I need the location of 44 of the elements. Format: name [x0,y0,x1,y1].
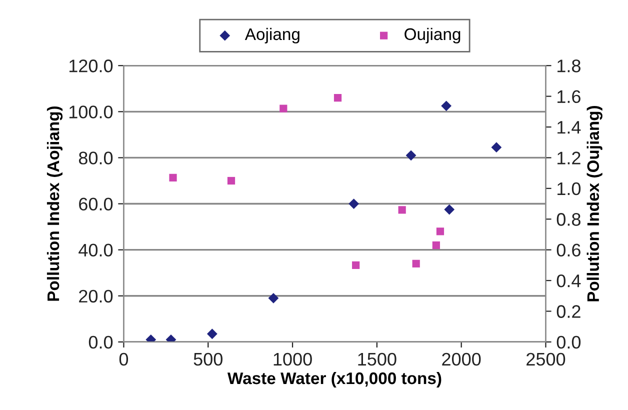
point [169,174,177,182]
y2-tick-label: 1.0 [558,182,581,196]
y2-tick-label: 1.2 [558,152,580,164]
point [352,261,360,269]
y-tick-label: 0.0 [88,336,113,349]
x-tick-label: 2000 [442,352,481,366]
y-axis-title: Pollution Index (Aojiang) [46,106,63,301]
y-tick-label: 20.0 [79,290,113,303]
y2-tick-label: 0.6 [556,244,580,257]
point [444,204,455,215]
y-tick-label: 60.0 [79,198,113,210]
point [398,206,406,214]
point [227,176,236,185]
y2-tick-label: 1.8 [558,60,580,72]
x-tick-label: 500 [194,352,222,366]
point [491,142,502,153]
y2-tick-label: 0.4 [556,274,581,288]
point [441,100,452,112]
legend-label: Oujiang [404,28,460,44]
point [432,241,440,250]
y-tick-label: 100.0 [70,106,113,118]
y2-tick-label: 1.4 [558,121,581,134]
point [280,104,288,112]
legend-label: Aojiang [244,28,300,44]
x-tick-label: 2500 [526,352,566,366]
y-tick-label: 80.0 [78,152,113,164]
y2-axis-title: Pollution Index (Oujiang) [586,106,602,302]
point [334,94,342,102]
point [412,260,420,268]
y2-tick-label: 0.0 [556,336,581,349]
x-tick-label: 1500 [358,352,396,366]
x-tick-label: 1000 [274,352,312,366]
point [436,228,444,236]
y2-tick-label: 1.6 [558,90,580,104]
point [206,328,218,340]
point [268,292,279,304]
point [348,198,359,209]
y2-tick-label: 0.8 [556,213,580,226]
y2-tick-label: 0.2 [556,305,580,318]
x-tick-label: 0 [119,352,128,366]
y-tick-label: 120.0 [70,60,113,72]
point [406,150,416,161]
y-tick-label: 40.0 [78,244,113,257]
x-axis-title: Waste Water (x10,000 tons) [227,372,442,388]
